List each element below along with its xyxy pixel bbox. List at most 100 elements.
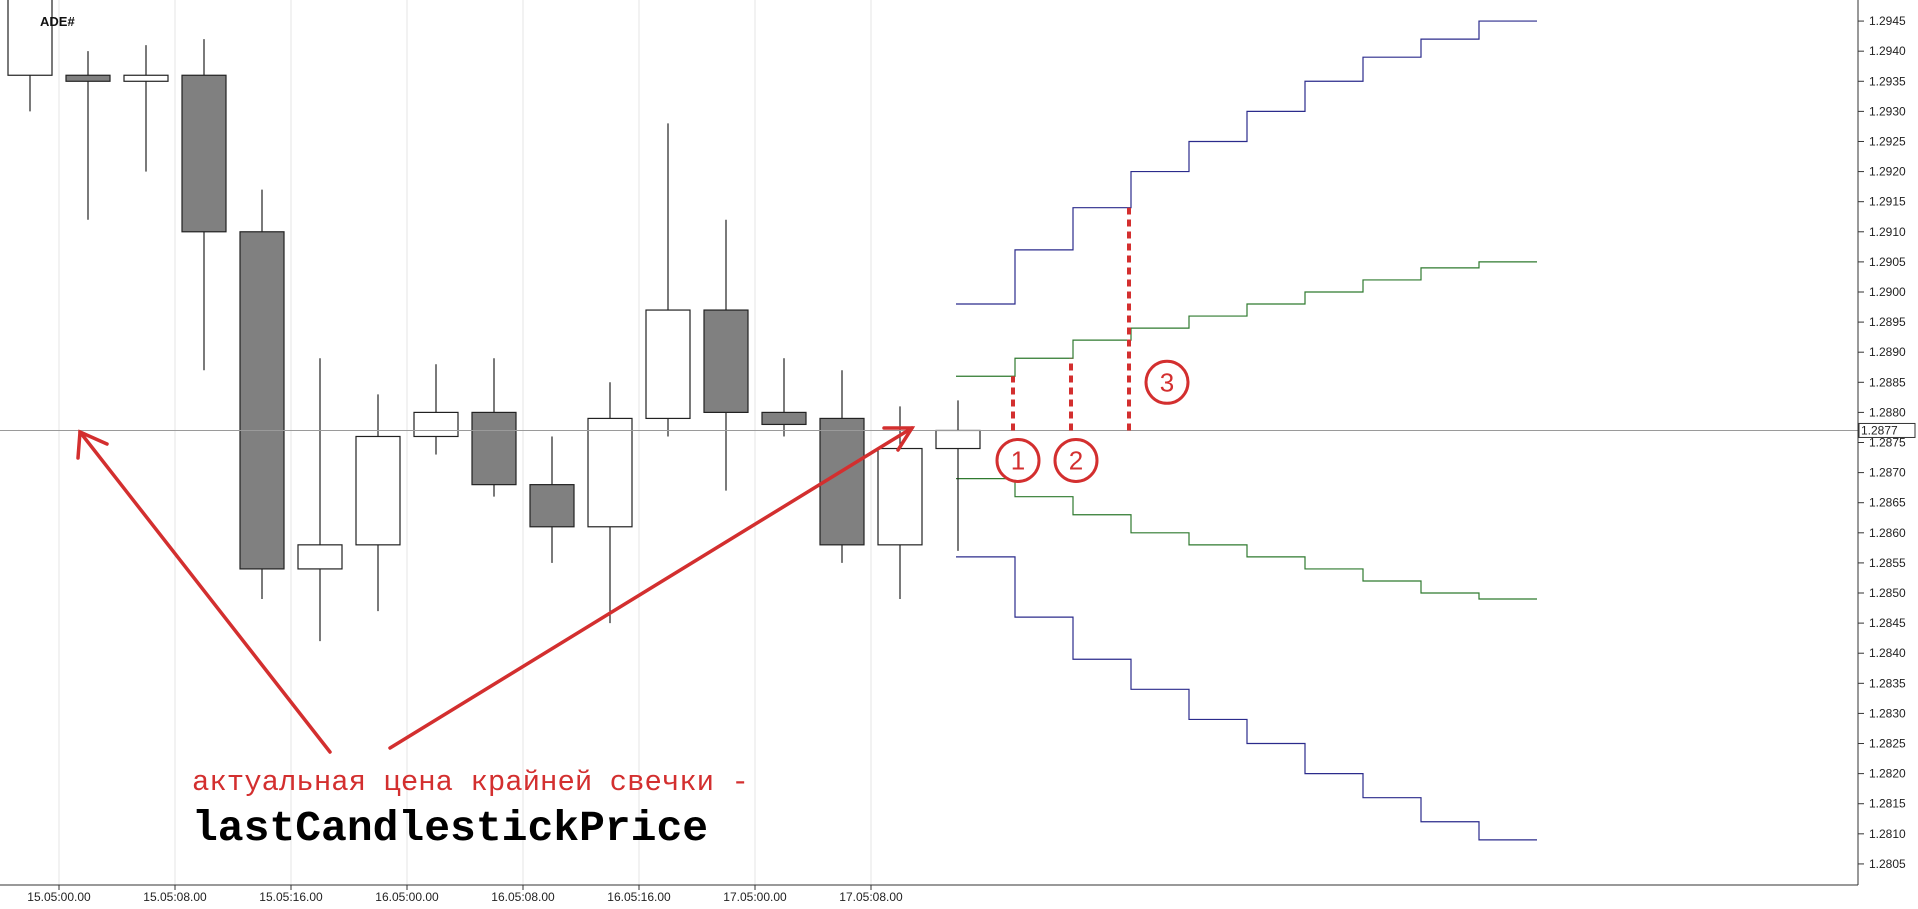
- arrow-right-head: [882, 426, 916, 452]
- time-axis[interactable]: 15.05:00.00 15.05:08.00 15.05:16.00 16.05:0…: [27, 885, 903, 904]
- price-axis[interactable]: 1.2945 1.2940 1.2935 1.2930 1.2925 1.2920 1.29…: [1858, 14, 1906, 871]
- candle-body-bullish: [877, 447, 923, 546]
- price-tick-label: 1.2810: [1869, 827, 1906, 841]
- projection-ladder-line: [956, 20, 1537, 305]
- candle[interactable]: [703, 219, 749, 491]
- projection-ladder-line: [956, 478, 1537, 600]
- time-axis-background: [0, 885, 1918, 909]
- annotation-arrows: [76, 426, 916, 754]
- projection-ladder-line: [956, 261, 1537, 377]
- current-price-line: 1.2877: [0, 422, 1916, 438]
- step-marker-circle: [1053, 437, 1099, 483]
- price-tick-label: 1.2820: [1869, 767, 1906, 781]
- price-tick-label: 1.2825: [1869, 737, 1906, 751]
- candle-body-bearish: [761, 411, 807, 426]
- step-marker-number: 1: [1011, 445, 1025, 475]
- price-tick-label: 1.2885: [1869, 375, 1906, 389]
- candle[interactable]: [529, 436, 575, 563]
- candle-body-bullish: [645, 309, 691, 420]
- time-tick-label: 16.05:16.00: [607, 890, 671, 904]
- price-tick-label: 1.2910: [1869, 225, 1906, 239]
- price-tick-label: 1.2880: [1869, 405, 1906, 419]
- candle[interactable]: [877, 406, 923, 600]
- time-tick-label: 17.05:00.00: [723, 890, 787, 904]
- candle[interactable]: [471, 358, 517, 497]
- price-tick-label: 1.2815: [1869, 797, 1906, 811]
- grid-layer: [58, 0, 872, 885]
- price-tick-label: 1.2900: [1869, 285, 1906, 299]
- candle-body-bullish: [7, 0, 53, 76]
- candles: [7, 0, 981, 642]
- time-tick-label: 15.05:08.00: [143, 890, 207, 904]
- candle-body-bullish: [297, 544, 343, 570]
- candle[interactable]: [413, 364, 459, 455]
- candle[interactable]: [645, 123, 691, 437]
- step-marker-number: 2: [1069, 445, 1083, 475]
- candle-body-bullish: [935, 429, 981, 450]
- time-tick-label: 15.05:00.00: [27, 890, 91, 904]
- candle-body-bearish: [471, 411, 517, 486]
- price-tick-label: 1.2805: [1869, 857, 1906, 871]
- step-marker-circle: [995, 437, 1041, 483]
- price-tick-label: 1.2860: [1869, 526, 1906, 540]
- candle[interactable]: [123, 45, 169, 172]
- arrow-right-shaft: [388, 426, 914, 750]
- price-tick-label: 1.2890: [1869, 345, 1906, 359]
- time-tick-label: 16.05:00.00: [375, 890, 439, 904]
- price-tick-label: 1.2865: [1869, 496, 1906, 510]
- price-tick-label: 1.2855: [1869, 556, 1906, 570]
- price-tick-label: 1.2945: [1869, 14, 1906, 28]
- candle[interactable]: [587, 382, 633, 624]
- candle-body-bearish: [529, 484, 575, 528]
- price-tick-label: 1.2850: [1869, 586, 1906, 600]
- time-tick-label: 15.05:16.00: [259, 890, 323, 904]
- candle[interactable]: [7, 0, 53, 112]
- step-marker-number: 3: [1160, 367, 1174, 397]
- candle[interactable]: [935, 400, 981, 551]
- annotation-russian: актуальная цена крайней свечки -: [192, 766, 749, 799]
- projection-ladders: [956, 20, 1537, 841]
- time-tick-label: 16.05:08.00: [491, 890, 555, 904]
- candle[interactable]: [819, 370, 865, 563]
- current-price-label: 1.2877: [1861, 423, 1898, 437]
- candle[interactable]: [761, 358, 807, 437]
- price-tick-label: 1.2840: [1869, 646, 1906, 660]
- price-tick-label: 1.2895: [1869, 315, 1906, 329]
- candle[interactable]: [355, 394, 401, 612]
- candle[interactable]: [181, 39, 227, 371]
- candle[interactable]: [297, 358, 343, 642]
- current-price-box: [1858, 422, 1916, 438]
- arrow-left-shaft: [78, 430, 332, 754]
- price-tick-label: 1.2845: [1869, 616, 1906, 630]
- candle-body-bullish: [355, 435, 401, 546]
- step-marker-circle: [1144, 359, 1190, 405]
- annotation-variable-name: lastCandlestickPrice: [192, 804, 708, 853]
- price-tick-label: 1.2925: [1869, 134, 1906, 148]
- price-tick-label: 1.2920: [1869, 165, 1906, 179]
- candle-body-bearish: [181, 74, 227, 233]
- arrow-left-head: [76, 429, 109, 460]
- candle-body-bullish: [587, 417, 633, 528]
- candle-body-bearish: [703, 309, 749, 413]
- candle-body-bearish: [239, 231, 285, 570]
- price-tick-label: 1.2870: [1869, 466, 1906, 480]
- projection-ladder-line: [956, 556, 1537, 841]
- price-tick-label: 1.2835: [1869, 676, 1906, 690]
- price-tick-label: 1.2875: [1869, 436, 1906, 450]
- candle-body-bullish: [123, 74, 169, 82]
- candle-body-bullish: [413, 411, 459, 438]
- candle[interactable]: [65, 51, 111, 220]
- symbol-label: ADE#: [40, 14, 75, 29]
- price-tick-label: 1.2930: [1869, 104, 1906, 118]
- price-tick-label: 1.2935: [1869, 74, 1906, 88]
- candle-body-bearish: [65, 74, 111, 82]
- price-tick-label: 1.2905: [1869, 255, 1906, 269]
- time-tick-label: 17.05:08.00: [839, 890, 903, 904]
- candle[interactable]: [239, 189, 285, 600]
- price-tick-label: 1.2915: [1869, 195, 1906, 209]
- step-markers: 1 2 3: [995, 207, 1190, 483]
- price-tick-label: 1.2830: [1869, 706, 1906, 720]
- price-tick-label: 1.2940: [1869, 44, 1906, 58]
